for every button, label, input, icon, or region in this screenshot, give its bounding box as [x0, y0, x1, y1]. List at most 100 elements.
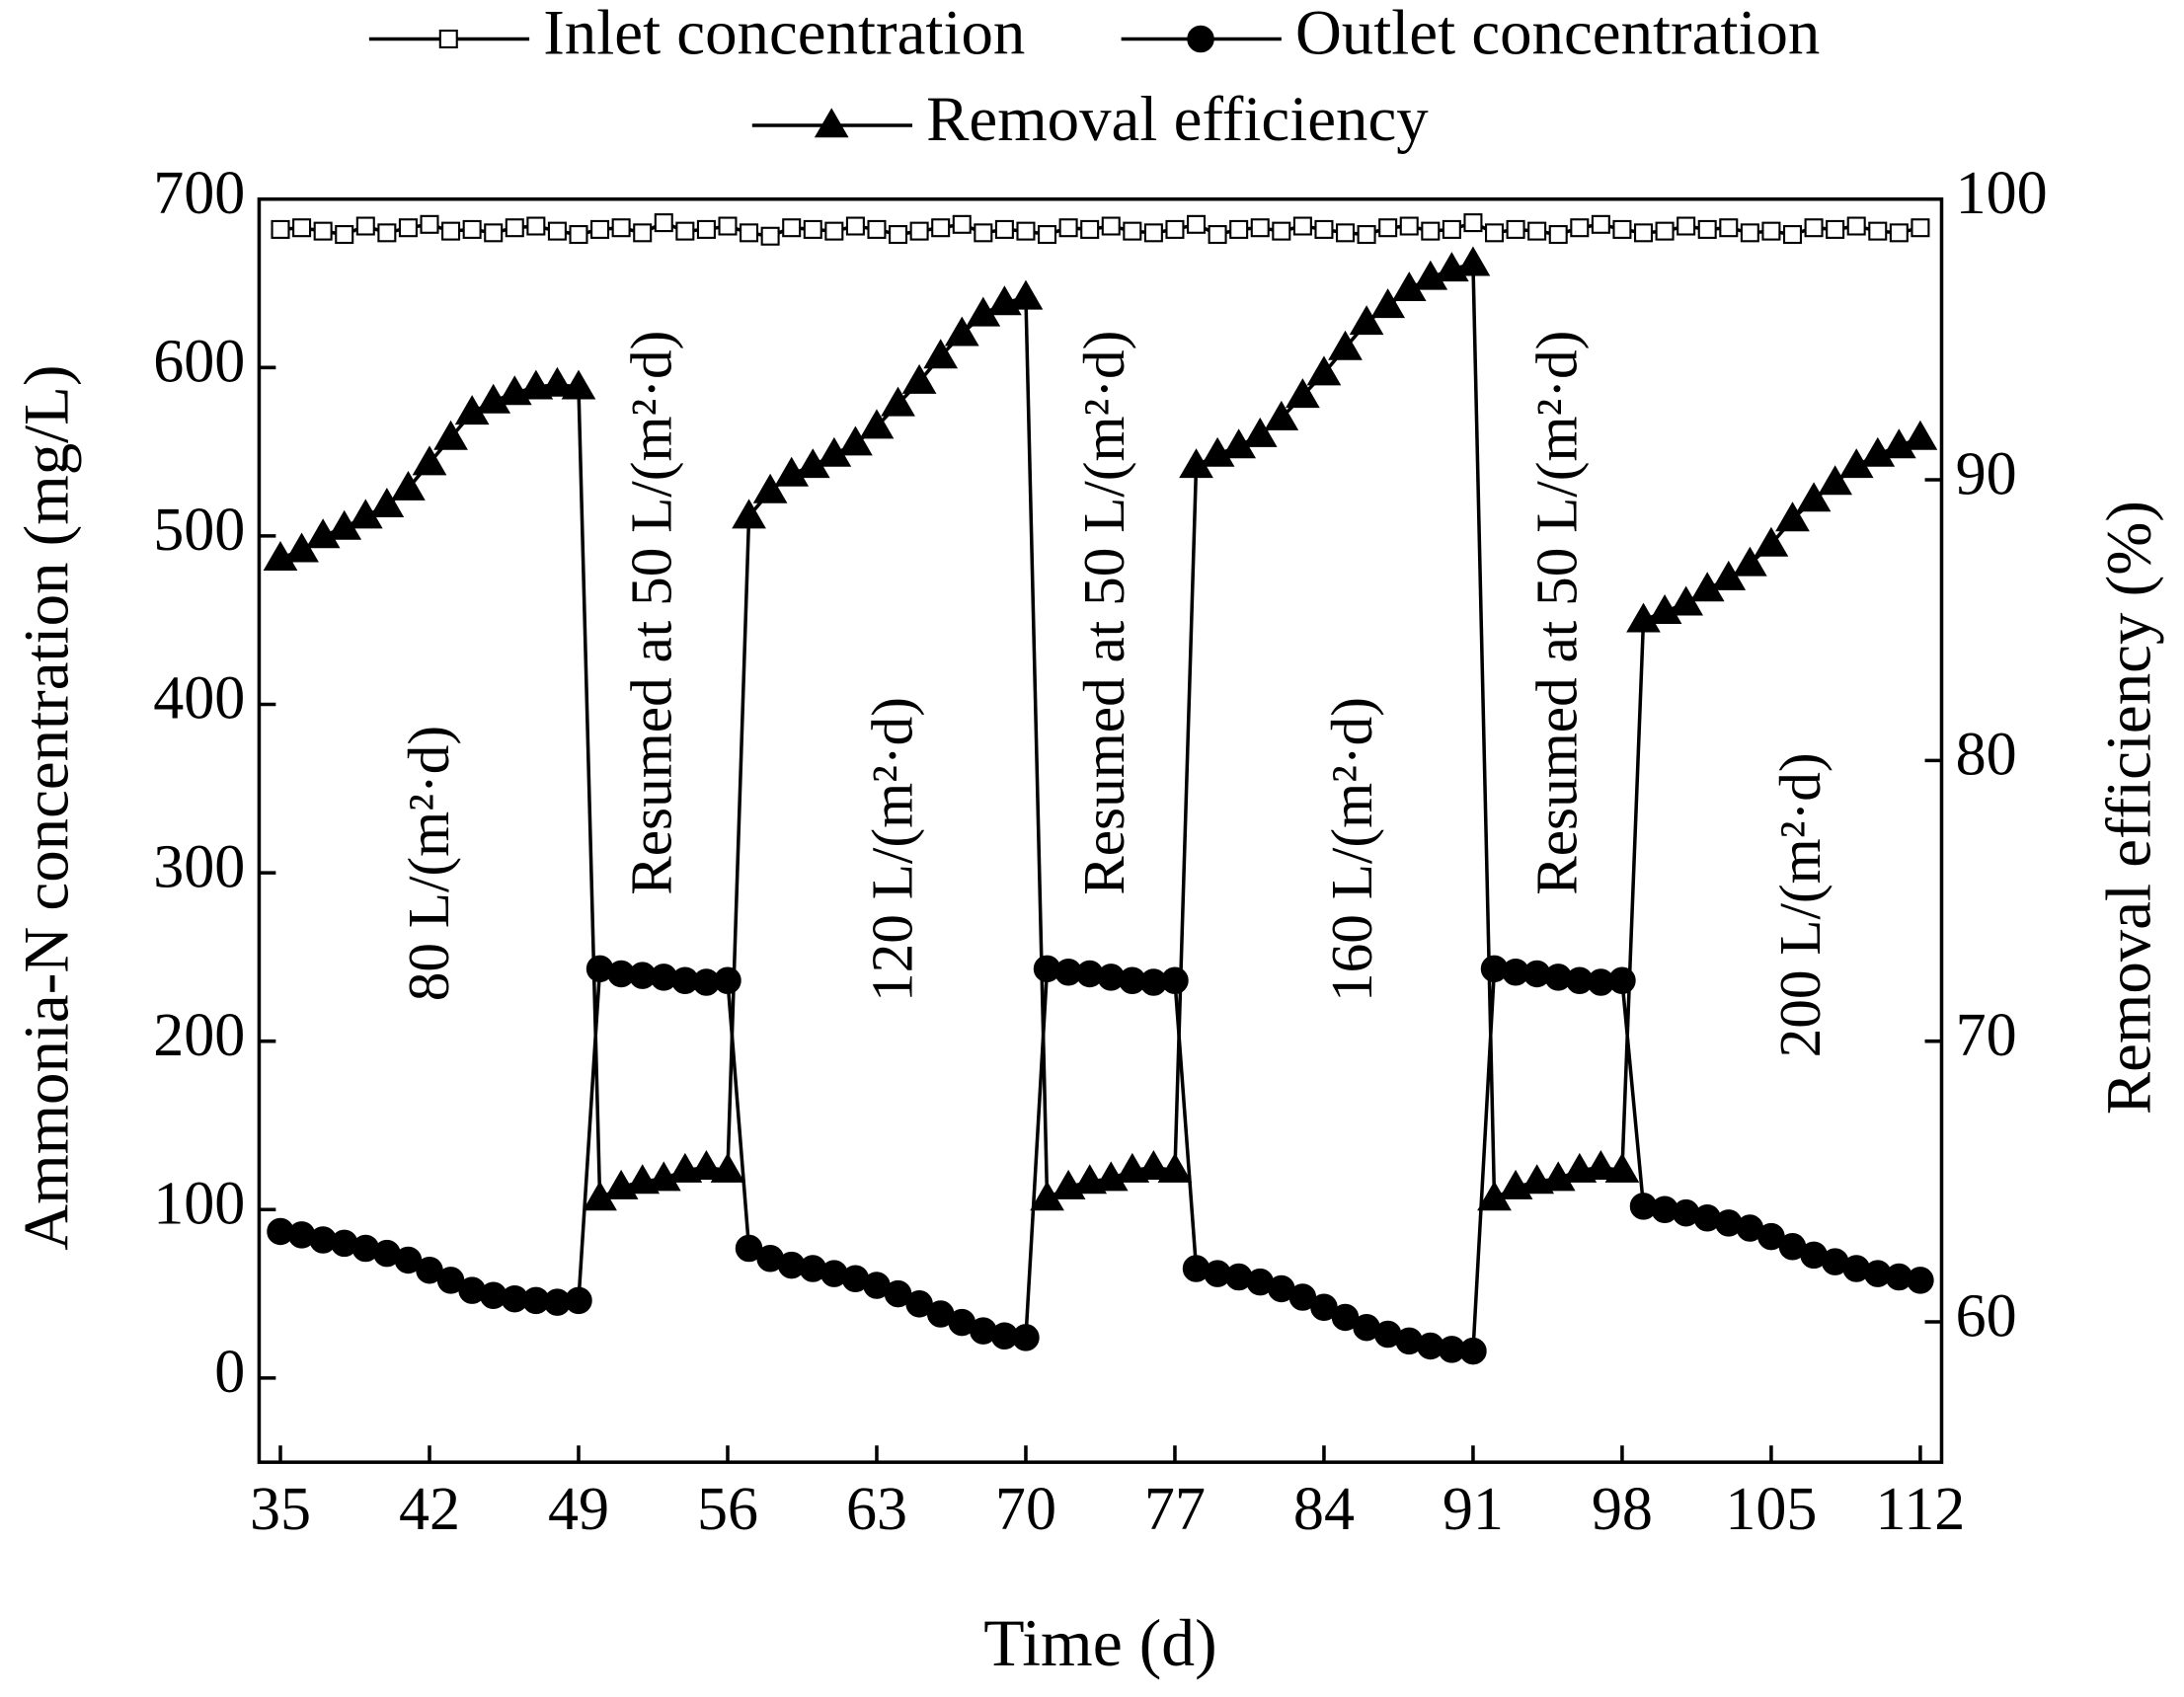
marker	[1459, 1337, 1487, 1365]
marker	[1889, 223, 1909, 243]
legend-item: Removal efficiency	[751, 84, 1429, 155]
marker	[1570, 218, 1590, 238]
y-axis-label: Ammonia-N concentration (mg/L)	[12, 365, 83, 1251]
x-tick-label: 112	[1876, 1476, 1966, 1543]
y-tick-label: 400	[153, 665, 245, 733]
marker	[901, 363, 937, 394]
y-tick-label: 200	[153, 1002, 245, 1069]
marker	[565, 1286, 592, 1315]
marker	[1442, 219, 1461, 239]
marker	[292, 218, 312, 238]
marker	[1314, 219, 1334, 239]
marker	[1796, 482, 1832, 512]
marker	[561, 369, 596, 400]
marker	[696, 219, 716, 239]
marker	[1782, 225, 1803, 245]
marker	[923, 339, 959, 369]
marker	[1677, 216, 1696, 236]
marker	[1165, 219, 1185, 239]
marker	[1038, 225, 1057, 245]
marker	[710, 1152, 745, 1183]
marker	[1911, 218, 1930, 238]
marker	[1633, 223, 1654, 243]
marker	[1058, 218, 1078, 238]
annotation: 200 L/(m²·d)	[1767, 752, 1833, 1057]
marker	[1328, 330, 1363, 360]
marker	[526, 216, 546, 236]
marker	[1012, 1324, 1040, 1351]
y-tick-label: 600	[153, 329, 245, 396]
marker	[1242, 417, 1278, 447]
x-tick-label: 91	[1443, 1476, 1504, 1543]
x-tick-label: 63	[846, 1476, 907, 1543]
annotation: Resumed at 50 L/(m²·d)	[1523, 331, 1589, 895]
marker	[760, 226, 780, 246]
marker	[1264, 400, 1299, 430]
marker	[1378, 218, 1398, 238]
marker	[909, 221, 929, 241]
marker	[952, 214, 972, 234]
marker	[1775, 501, 1810, 532]
marker	[1604, 1152, 1640, 1183]
x-tick-label: 49	[548, 1476, 609, 1543]
marker	[867, 219, 887, 239]
y2-tick-label: 60	[1956, 1282, 2017, 1350]
marker	[1733, 546, 1767, 577]
marker	[590, 219, 610, 239]
marker	[740, 223, 759, 243]
marker	[1286, 378, 1320, 409]
marker	[1187, 25, 1214, 53]
marker	[433, 420, 468, 450]
marker	[1907, 1267, 1934, 1294]
x-tick-label: 35	[250, 1476, 311, 1543]
marker	[1455, 246, 1491, 276]
annotation: 120 L/(m²·d)	[860, 697, 925, 1002]
x-tick-label: 42	[399, 1476, 460, 1543]
marker	[1143, 223, 1163, 243]
marker	[441, 221, 461, 241]
marker	[313, 221, 333, 241]
marker	[1008, 279, 1044, 310]
marker	[1335, 223, 1356, 243]
marker	[1349, 305, 1384, 336]
legend-item: Inlet concentration	[368, 0, 1025, 68]
marker	[1754, 526, 1789, 557]
marker	[1591, 214, 1610, 234]
marker	[974, 223, 993, 243]
marker	[1846, 216, 1866, 236]
marker	[1463, 213, 1483, 233]
marker	[1655, 221, 1675, 241]
y2-tick-label: 100	[1956, 160, 2048, 227]
plot-frame	[257, 196, 1944, 1464]
marker	[1306, 355, 1342, 386]
legend-label: Removal efficiency	[926, 84, 1429, 155]
x-tick-label: 70	[995, 1476, 1056, 1543]
y-tick-label: 300	[153, 833, 245, 900]
marker	[1804, 218, 1824, 238]
marker	[484, 223, 504, 243]
marker	[1612, 219, 1632, 239]
marker	[1719, 218, 1739, 238]
marker	[1187, 214, 1207, 234]
x-tick-label: 98	[1592, 1476, 1653, 1543]
marker	[714, 966, 741, 995]
marker	[1101, 216, 1121, 236]
marker	[1399, 216, 1419, 236]
y-tick-label: 700	[153, 160, 245, 227]
marker	[1157, 1152, 1193, 1183]
annotation: Resumed at 50 L/(m²·d)	[1071, 331, 1136, 895]
annotation: 80 L/(m²·d)	[396, 726, 461, 1001]
x-tick-label: 84	[1293, 1476, 1355, 1543]
marker	[732, 499, 766, 529]
x-tick-label: 56	[697, 1476, 758, 1543]
marker	[611, 218, 631, 238]
y2-axis-label: Removal efficiency (%)	[2093, 501, 2164, 1115]
marker	[1080, 219, 1100, 239]
marker	[1292, 216, 1312, 236]
marker	[633, 223, 653, 243]
marker	[1421, 221, 1441, 241]
marker	[824, 221, 844, 241]
y2-tick-label: 90	[1956, 440, 2017, 507]
